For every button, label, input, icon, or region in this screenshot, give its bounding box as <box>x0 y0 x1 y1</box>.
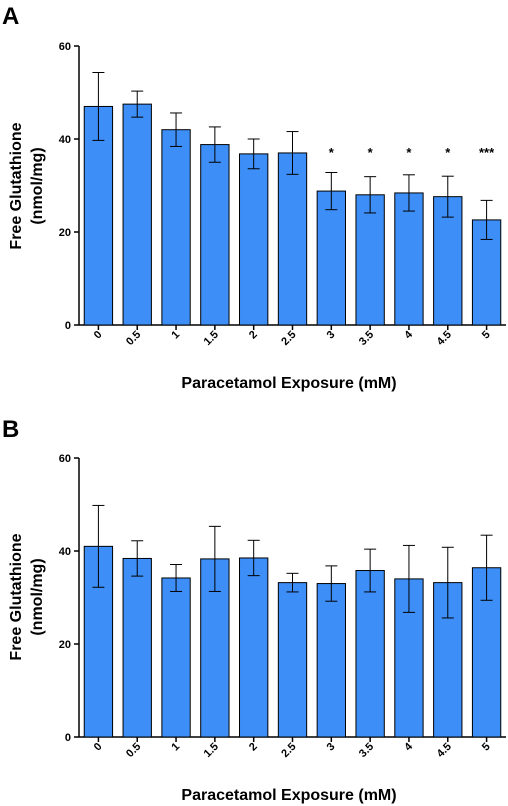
panel-a-xtick-label: 2.5 <box>279 329 298 348</box>
panel-b-xtick-label: 5 <box>480 741 493 754</box>
panel-b-ytick-label: 60 <box>59 453 71 465</box>
panel-a-xtick-label: 2 <box>247 329 260 342</box>
panel-b-xtick-label: 1 <box>169 741 182 754</box>
panel-b: B Free Glutathione (nmol/mg) Paracetamol… <box>2 416 506 804</box>
panel-a-bar <box>316 190 346 326</box>
panel-b-ytick-label: 40 <box>59 546 71 558</box>
panel-a-ylabel-line1: Free Glutathione <box>8 122 25 249</box>
panel-a-bar <box>355 194 385 326</box>
panel-b-xtick-label: 0.5 <box>124 741 143 760</box>
panel-a-bar <box>394 192 424 326</box>
panel-a-ytick-label: 0 <box>65 320 71 332</box>
panel-b-bar <box>122 557 152 738</box>
panel-b-xtick-label: 2 <box>247 741 260 754</box>
panel-a-xtick-label: 3 <box>325 329 338 342</box>
panel-b-ytick-label: 20 <box>59 639 71 651</box>
panel-a: A Free Glutathione (nmol/mg) Paracetamol… <box>2 3 506 392</box>
panel-a-significance-marker: * <box>406 145 412 160</box>
panel-b-xtick-label: 2.5 <box>279 741 298 760</box>
panel-b-xtick-label: 3.5 <box>357 741 376 760</box>
panel-a-ylabel-line2: (nmol/mg) <box>29 147 46 224</box>
panel-b-xtick-label: 3 <box>325 741 338 754</box>
panel-b-xtick-label: 4.5 <box>435 741 454 760</box>
panel-b-xtick-label: 0 <box>92 741 105 754</box>
panel-b-bar <box>277 582 308 738</box>
panel-a-xtick-label: 4.5 <box>435 329 454 348</box>
panel-b-bar <box>316 583 346 738</box>
panel-a-xtick-label: 3.5 <box>357 329 376 348</box>
panel-b-label: B <box>2 416 19 443</box>
panel-a-xtick-label: 5 <box>480 329 493 342</box>
panel-b-ylabel-line1: Free Glutathione <box>8 533 25 660</box>
panel-b-bar <box>355 570 385 738</box>
panel-a-xtick-label: 1 <box>169 329 182 342</box>
panel-b-ylabel-line2: (nmol/mg) <box>29 558 46 635</box>
panel-a-bar <box>122 103 152 326</box>
panel-a-xtick-label: 0.5 <box>124 329 143 348</box>
panel-a-bar <box>200 144 230 326</box>
panel-a-significance-marker: * <box>445 145 451 160</box>
panel-a-significance-marker: *** <box>479 145 495 160</box>
panel-a-xlabel: Paracetamol Exposure (mM) <box>181 375 396 392</box>
panel-b-xtick-label: 1.5 <box>202 741 221 760</box>
panel-b-bar <box>161 577 191 738</box>
panel-a-bar <box>239 153 269 326</box>
panel-b-xtick-label: 4 <box>402 740 415 753</box>
panel-b-xlabel: Paracetamol Exposure (mM) <box>181 787 396 804</box>
panel-a-significance-marker: * <box>329 145 335 160</box>
panel-a-significance-marker: * <box>368 145 374 160</box>
panel-a-label: A <box>2 3 19 30</box>
panel-a-bar <box>277 152 308 326</box>
panel-a-bar <box>161 129 191 326</box>
panel-b-ytick-label: 0 <box>65 732 71 744</box>
panel-a-xtick-label: 0 <box>92 329 105 342</box>
panel-a-ytick-label: 40 <box>59 134 71 146</box>
panel-a-ytick-label: 60 <box>59 41 71 53</box>
panel-a-ytick-label: 20 <box>59 227 71 239</box>
panel-a-xtick-label: 4 <box>402 328 415 341</box>
panel-a-xtick-label: 1.5 <box>202 329 221 348</box>
panel-b-bar <box>239 557 269 738</box>
